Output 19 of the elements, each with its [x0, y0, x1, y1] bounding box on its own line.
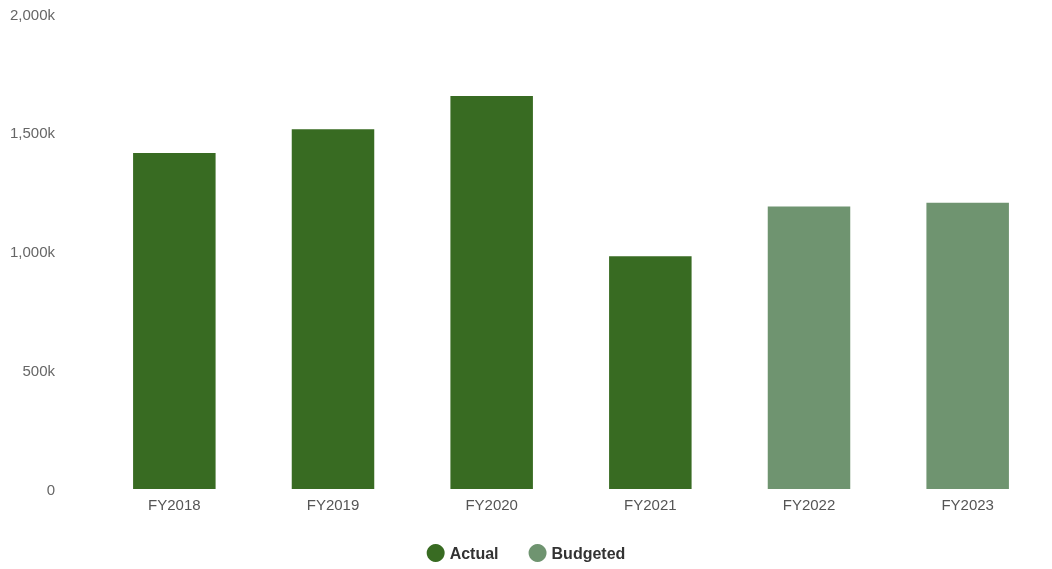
y-tick-label: 1,500k	[9, 124, 56, 142]
bar	[926, 202, 1009, 489]
bar	[450, 95, 533, 489]
y-tick-label: 0	[46, 480, 55, 498]
x-tick-label: FY2019	[306, 496, 360, 513]
x-tick-label: FY2020	[465, 496, 518, 513]
legend-label: Budgeted	[551, 544, 626, 562]
bar	[767, 206, 851, 489]
legend-label: Actual	[449, 544, 499, 562]
x-tick-label: FY2018	[148, 496, 201, 513]
y-tick-label: 1,000k	[9, 243, 56, 260]
x-tick-label: FY2022	[782, 496, 836, 513]
bar	[291, 129, 375, 489]
y-tick-label: 2,000k	[9, 5, 56, 23]
x-tick-label: FY2021	[624, 496, 677, 513]
bar	[609, 256, 692, 489]
y-tick-label: 500k	[22, 361, 56, 379]
x-tick-label: FY2023	[941, 496, 994, 513]
bar	[133, 152, 216, 489]
